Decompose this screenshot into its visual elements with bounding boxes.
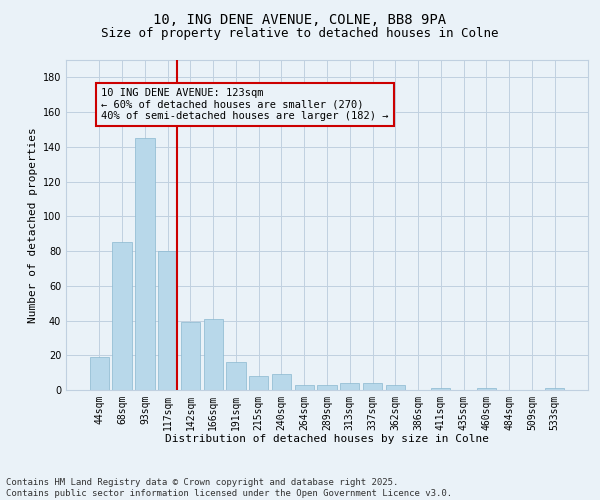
Bar [135, 138, 155, 390]
X-axis label: Distribution of detached houses by size in Colne: Distribution of detached houses by size … [165, 434, 489, 444]
Text: Size of property relative to detached houses in Colne: Size of property relative to detached ho… [101, 28, 499, 40]
Text: Contains HM Land Registry data © Crown copyright and database right 2025.
Contai: Contains HM Land Registry data © Crown c… [6, 478, 452, 498]
Bar [112, 242, 132, 390]
Bar [272, 374, 291, 390]
Bar [226, 362, 245, 390]
Y-axis label: Number of detached properties: Number of detached properties [28, 127, 38, 323]
Bar [295, 385, 314, 390]
Bar [181, 322, 200, 390]
Bar [431, 388, 451, 390]
Bar [363, 383, 382, 390]
Text: 10, ING DENE AVENUE, COLNE, BB8 9PA: 10, ING DENE AVENUE, COLNE, BB8 9PA [154, 12, 446, 26]
Bar [545, 388, 564, 390]
Bar [90, 357, 109, 390]
Bar [340, 383, 359, 390]
Bar [317, 385, 337, 390]
Bar [386, 385, 405, 390]
Bar [476, 388, 496, 390]
Bar [249, 376, 268, 390]
Bar [158, 251, 178, 390]
Bar [203, 319, 223, 390]
Text: 10 ING DENE AVENUE: 123sqm
← 60% of detached houses are smaller (270)
40% of sem: 10 ING DENE AVENUE: 123sqm ← 60% of deta… [101, 88, 388, 121]
